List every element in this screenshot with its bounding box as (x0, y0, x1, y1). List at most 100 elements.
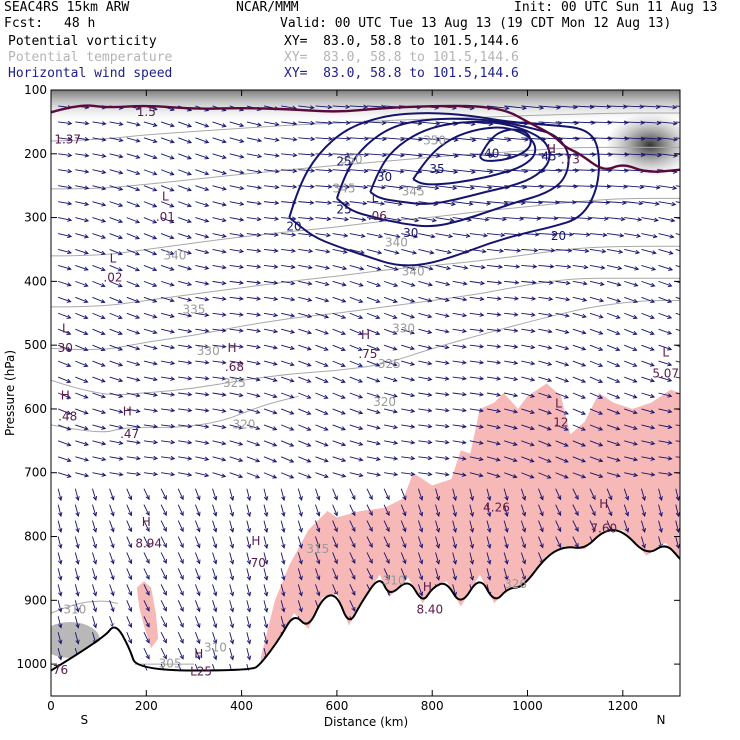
wind-shaft (469, 328, 484, 332)
wind-vector (486, 376, 502, 381)
wind-vector (58, 472, 72, 478)
wind-shaft (555, 456, 569, 463)
wind-vector (263, 264, 279, 269)
wind-vector (315, 328, 329, 335)
wind-vector (675, 344, 680, 347)
wind-shaft (126, 504, 132, 516)
wind-head (58, 607, 63, 613)
wind-head (221, 186, 227, 191)
wind-vector (538, 216, 559, 221)
wind-shaft (606, 408, 620, 415)
wind-head (633, 441, 638, 446)
wind-head (238, 409, 244, 414)
wind-shaft (589, 360, 603, 367)
wind-vector (161, 472, 176, 477)
wind-vector (92, 584, 98, 597)
wind-head (658, 528, 663, 533)
wind-vector (538, 392, 553, 399)
wind-head (667, 408, 673, 414)
wind-head (453, 137, 459, 143)
wind-vector (486, 296, 502, 301)
wind-vector (263, 200, 280, 206)
wind-shaft (298, 217, 314, 220)
wind-head (221, 249, 227, 254)
wind-head (83, 282, 89, 287)
wind-shaft (401, 360, 415, 366)
hilo-label: H (599, 497, 608, 511)
wind-head (306, 474, 312, 479)
wind-vector (126, 536, 133, 549)
wind-vector (246, 376, 261, 382)
wind-shaft (520, 488, 526, 501)
wind-head (557, 543, 562, 549)
wind-shaft (126, 249, 140, 255)
wind-shaft (469, 504, 474, 517)
wind-vector (469, 504, 475, 518)
wind-vector (640, 504, 646, 517)
wind-head (75, 591, 80, 597)
wind-vector (212, 648, 218, 661)
wind-head (497, 280, 503, 285)
wind-vector (538, 296, 554, 302)
wind-vector (160, 536, 167, 548)
wind-head (418, 591, 424, 597)
theta-contours (51, 112, 680, 665)
wind-vector (538, 520, 544, 533)
wind-head (273, 312, 279, 318)
wind-shaft (263, 392, 277, 398)
wind-shaft (417, 488, 423, 501)
wind-shaft (521, 217, 541, 220)
wind-vector (349, 184, 369, 190)
wind-head (298, 591, 303, 597)
wind-head (289, 442, 295, 447)
wind-head (381, 168, 387, 174)
wind-vector (452, 169, 477, 175)
wind-vector (452, 201, 474, 206)
wind-vector (315, 296, 330, 303)
wind-head (308, 248, 314, 254)
wind-shaft (126, 552, 132, 564)
wind-head (187, 250, 192, 255)
wind-head (608, 152, 613, 157)
wind-vector (349, 296, 364, 303)
wind-head (633, 472, 639, 478)
wind-head (418, 527, 424, 533)
wind-shaft (349, 328, 363, 335)
wind-vector (607, 152, 630, 157)
wind-vector (521, 248, 539, 253)
wind-shaft (417, 584, 423, 596)
wind-shaft (572, 376, 586, 383)
wind-shaft (555, 296, 570, 301)
wind-vector (143, 360, 158, 366)
wind-head (291, 248, 297, 253)
wind-head (187, 392, 193, 397)
wind-shaft (504, 344, 518, 348)
wind-head (392, 298, 398, 303)
wind-shaft (555, 121, 579, 124)
wind-vector (521, 360, 536, 366)
wind-head (118, 362, 124, 367)
wind-vector (74, 552, 80, 565)
wind-speed-contours (51, 104, 680, 267)
wind-vector (263, 153, 280, 158)
wind-shaft (229, 616, 234, 628)
wind-shaft (538, 233, 556, 235)
wind-shaft (126, 392, 140, 397)
wind-shaft (418, 249, 434, 254)
wind-head (145, 495, 150, 501)
wind-head (152, 235, 158, 240)
wind-vector (520, 568, 527, 581)
wind-vector (675, 456, 680, 458)
wind-vector (384, 456, 399, 461)
wind-head (658, 496, 663, 502)
wind-shaft (177, 584, 184, 596)
wind-head (83, 362, 89, 367)
wind-vector (263, 520, 269, 533)
wind-head (306, 346, 312, 351)
wind-shaft (658, 424, 672, 428)
wind-head (257, 138, 263, 143)
wind-shaft (263, 296, 278, 300)
wind-shaft (58, 472, 71, 478)
wind-shaft (332, 344, 346, 351)
wind-vector (452, 488, 457, 502)
